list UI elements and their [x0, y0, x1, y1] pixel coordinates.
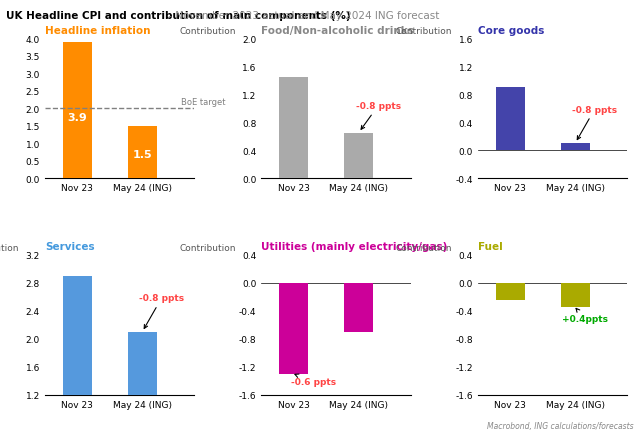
Bar — [63, 276, 92, 434]
Text: Food/Non-alcoholic drinks: Food/Non-alcoholic drinks — [261, 26, 414, 36]
Bar — [561, 283, 590, 308]
Bar — [279, 283, 308, 374]
Bar — [496, 88, 525, 151]
Text: Macrobond, ING calculations/forecasts: Macrobond, ING calculations/forecasts — [487, 421, 634, 430]
Text: Headline inflation: Headline inflation — [45, 26, 150, 36]
Text: -0.6 ppts: -0.6 ppts — [291, 374, 336, 386]
Text: 1.5: 1.5 — [132, 150, 152, 160]
Bar — [496, 283, 525, 301]
Bar — [279, 77, 308, 179]
Text: BoE target: BoE target — [181, 98, 226, 107]
Text: +0.4ppts: +0.4ppts — [562, 309, 608, 324]
Text: Services: Services — [45, 242, 95, 252]
Text: Contribution: Contribution — [179, 243, 236, 253]
Bar — [127, 332, 157, 434]
Text: UK Headline CPI and contribution of main components (%): UK Headline CPI and contribution of main… — [6, 11, 351, 21]
Text: Contribution: Contribution — [179, 27, 236, 36]
Text: Contribution: Contribution — [396, 243, 452, 253]
Bar — [127, 126, 157, 179]
Text: Core goods: Core goods — [478, 26, 544, 36]
Text: 3.9: 3.9 — [67, 112, 87, 122]
Text: Fuel: Fuel — [478, 242, 502, 252]
Text: -0.8 ppts: -0.8 ppts — [572, 105, 618, 140]
Text: Contribution: Contribution — [396, 27, 452, 36]
Bar — [344, 133, 373, 179]
Text: -0.8 ppts: -0.8 ppts — [356, 102, 401, 130]
Bar — [344, 283, 373, 332]
Text: Utilities (mainly electricity/gas): Utilities (mainly electricity/gas) — [261, 242, 448, 252]
Bar — [561, 144, 590, 151]
Bar — [63, 43, 92, 179]
Text: -0.8 ppts: -0.8 ppts — [139, 294, 184, 329]
Text: Contribution: Contribution — [0, 243, 19, 253]
Text: - November 2023 actual and May 2024 ING forecast: - November 2023 actual and May 2024 ING … — [164, 11, 439, 21]
